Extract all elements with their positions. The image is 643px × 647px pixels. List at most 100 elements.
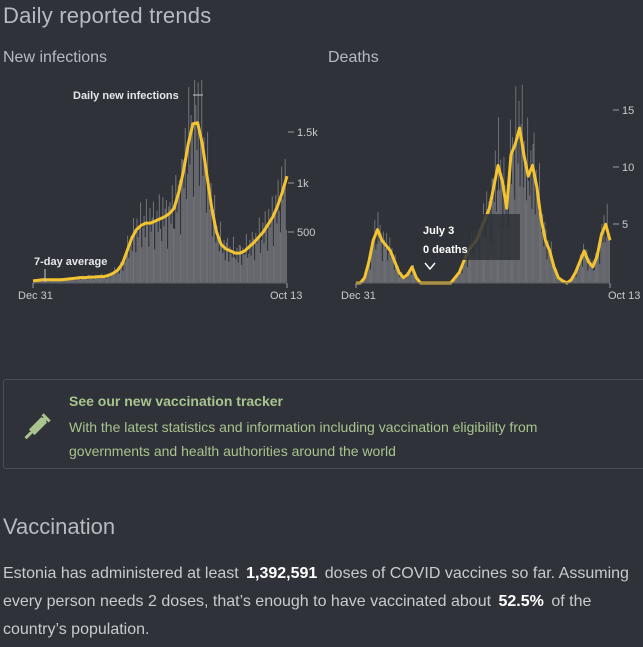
daily-bar (592, 270, 594, 283)
infections-average-line (32, 121, 289, 283)
daily-bar (88, 274, 90, 283)
daily-bar (227, 237, 229, 283)
daily-bar (107, 274, 109, 283)
daily-bar (124, 261, 126, 283)
daily-bar (455, 279, 456, 283)
tooltip-date: July 3 (423, 225, 454, 237)
daily-bar (484, 237, 486, 283)
daily-bar (155, 219, 157, 283)
daily-bar (57, 280, 59, 283)
daily-bar (600, 232, 602, 283)
daily-bar (55, 280, 57, 283)
daily-bar (243, 254, 245, 283)
daily-bar (533, 132, 535, 283)
daily-bar (267, 250, 269, 283)
daily-bar (274, 216, 276, 283)
banner-title[interactable]: See our new vaccination tracker (69, 393, 283, 409)
daily-bar (386, 233, 388, 283)
vaccination-heading: Vaccination (3, 514, 116, 539)
daily-bar (259, 252, 262, 283)
daily-bar (544, 221, 546, 283)
tooltip-value: 0 deaths (423, 244, 468, 256)
daily-bar (97, 275, 99, 283)
daily-bar (373, 245, 375, 283)
daily-bar (598, 245, 600, 283)
daily-bar (466, 266, 468, 283)
daily-bar (269, 226, 271, 283)
deaths-chart[interactable]: Dec 31 Oct 13 5 10 15 July 3 0 deaths (323, 80, 643, 320)
x-label-start: Dec 31 (341, 290, 376, 302)
daily-bar (234, 257, 236, 283)
daily-bar (144, 237, 146, 283)
infections-chart-title: New infections (3, 49, 108, 66)
daily-bar (378, 241, 380, 283)
daily-bar (42, 280, 44, 283)
daily-bar (179, 234, 182, 283)
daily-bar (540, 221, 542, 283)
daily-bar (604, 242, 606, 283)
vaccination-summary: Estonia has administered at least 1,392,… (3, 560, 643, 644)
daily-bar (94, 276, 96, 283)
daily-bar (608, 234, 610, 283)
daily-bar (411, 265, 413, 283)
daily-bar (165, 200, 167, 283)
daily-bar (382, 231, 384, 283)
daily-bar (391, 247, 393, 283)
daily-bar (515, 86, 517, 283)
daily-bar (152, 201, 154, 283)
daily-bar (528, 180, 530, 283)
daily-bar (457, 273, 459, 283)
daily-bar (529, 195, 531, 283)
daily-bar (546, 259, 548, 283)
daily-bar (125, 256, 127, 283)
daily-bar (548, 251, 550, 283)
daily-bar (219, 221, 222, 283)
daily-bar (185, 199, 187, 283)
daily-bar (127, 235, 129, 283)
daily-bar (530, 150, 532, 283)
daily-bar (396, 268, 398, 283)
daily-bar (585, 252, 587, 283)
daily-bar (205, 212, 207, 283)
daily-bar (547, 240, 549, 283)
daily-bar (248, 253, 250, 283)
daily-bar (51, 280, 53, 283)
daily-bar (238, 244, 240, 283)
daily-bar (118, 273, 120, 283)
daily-bar (244, 254, 246, 283)
daily-bar (64, 279, 66, 283)
daily-bar (531, 208, 533, 283)
daily-bar (184, 127, 186, 283)
daily-bar (541, 231, 543, 283)
vaccination-tracker-banner[interactable]: See our new vaccination tracker With the… (3, 379, 643, 469)
daily-bar (605, 236, 607, 283)
daily-bar (251, 231, 253, 283)
daily-bar (148, 246, 150, 283)
daily-bar (183, 188, 185, 283)
daily-bar (402, 277, 404, 283)
daily-bar (235, 259, 237, 283)
daily-bar (145, 198, 147, 283)
daily-bar (518, 100, 520, 284)
daily-bar (377, 211, 379, 283)
daily-bar (190, 115, 192, 283)
daily-bar (211, 236, 213, 283)
daily-bar (204, 163, 206, 283)
daily-bar (270, 219, 272, 283)
daily-bar (140, 202, 142, 283)
daily-bar (403, 276, 405, 283)
daily-bar (250, 255, 252, 283)
daily-bar (390, 257, 392, 283)
daily-bar (473, 257, 475, 283)
infections-chart[interactable]: Dec 31 Oct 13 500 1k 1.5k Daily new infe… (0, 80, 320, 320)
daily-bar (75, 276, 77, 283)
daily-bar (90, 277, 92, 283)
daily-bar (54, 280, 56, 283)
daily-bar (404, 277, 406, 283)
daily-bar (410, 274, 412, 283)
daily-bar (470, 254, 472, 283)
daily-bar (521, 84, 523, 283)
daily-bar (380, 233, 382, 283)
daily-bar (363, 279, 365, 283)
daily-bar (366, 272, 368, 283)
